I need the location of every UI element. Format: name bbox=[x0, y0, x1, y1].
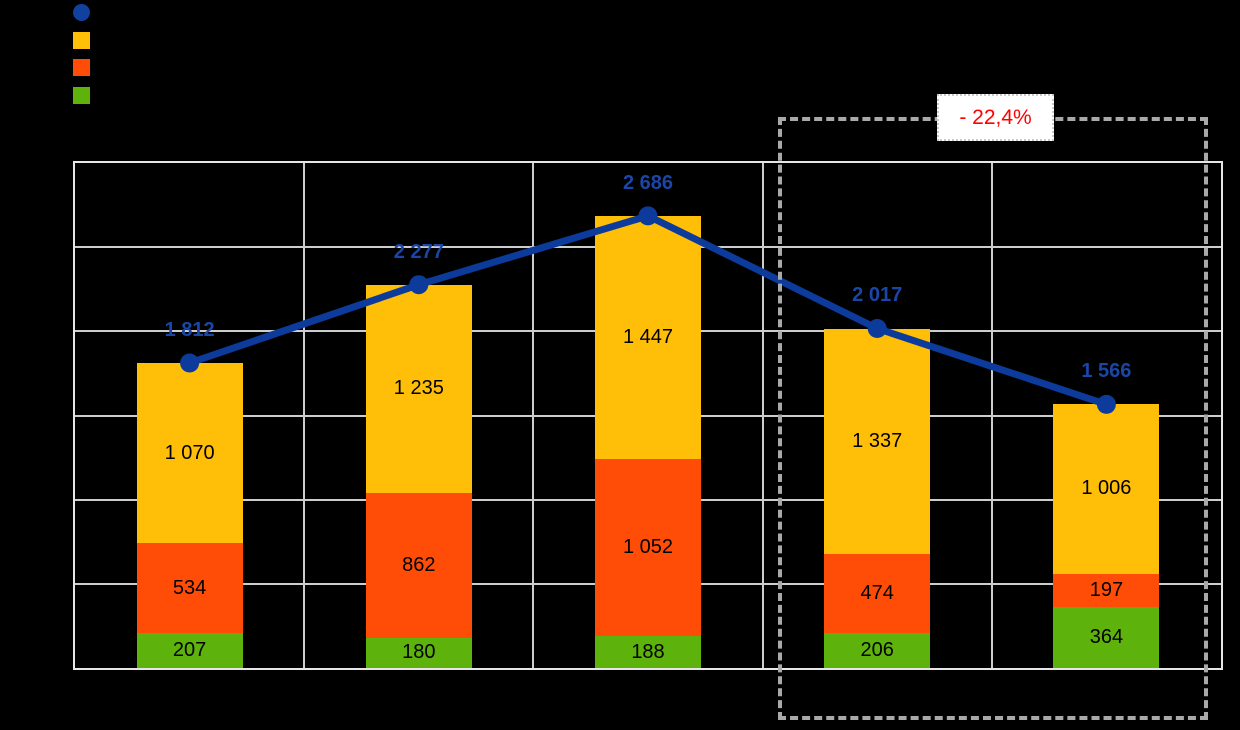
bar-value-label: 188 bbox=[631, 640, 665, 663]
gridline-vertical bbox=[990, 163, 993, 668]
bar-value-label: 1 052 bbox=[622, 536, 674, 559]
annotation-label: - 22,4% bbox=[937, 94, 1054, 141]
bar-value-label: 534 bbox=[172, 576, 207, 599]
bar-value-label: 207 bbox=[172, 639, 207, 662]
bar-segment-green-bottom-segment-1: 207 bbox=[136, 633, 243, 668]
bar-segment-orange-middle-segment-1: 534 bbox=[136, 543, 243, 634]
line-value-label: 2 686 bbox=[622, 171, 674, 194]
bar-value-label: 1 337 bbox=[852, 429, 903, 452]
chart-legend bbox=[0, 0, 300, 115]
bar-segment-green-bottom-segment-2: 180 bbox=[365, 637, 472, 668]
total-line bbox=[180, 206, 1116, 414]
line-marker-3 bbox=[638, 206, 658, 226]
series-green-legend-swatch bbox=[73, 87, 90, 104]
bar-segment-orange-middle-segment-2: 862 bbox=[365, 492, 472, 638]
bar-segment-orange-middle-segment-3: 1 052 bbox=[595, 459, 701, 637]
bar-segment-yellow-top-segment-5: 1 006 bbox=[1053, 404, 1160, 574]
bar-value-label: 862 bbox=[402, 553, 436, 576]
line-marker-2 bbox=[409, 275, 429, 295]
gridline-vertical bbox=[303, 163, 306, 668]
bar-segment-yellow-top-segment-1: 1 070 bbox=[136, 363, 243, 544]
line-value-label: 1 566 bbox=[1081, 360, 1132, 383]
bar-segment-green-bottom-segment-3: 188 bbox=[595, 636, 701, 668]
line-marker-1 bbox=[180, 353, 200, 373]
gridline-vertical bbox=[761, 163, 764, 668]
bar-value-label: 1 070 bbox=[164, 441, 215, 464]
line-marker-4 bbox=[867, 319, 887, 338]
bar-segment-orange-middle-segment-4: 474 bbox=[824, 553, 931, 634]
bar-value-label: 1 447 bbox=[622, 325, 674, 348]
bar-segment-yellow-top-segment-2: 1 235 bbox=[365, 284, 472, 493]
bar-segment-green-bottom-segment-4: 206 bbox=[824, 633, 931, 668]
bar-segment-green-bottom-segment-5: 364 bbox=[1053, 606, 1160, 668]
annotation-dashed-box bbox=[778, 117, 1208, 720]
bar-value-label: 180 bbox=[402, 641, 436, 664]
total-line-legend-swatch bbox=[73, 4, 90, 21]
bar-segment-orange-middle-segment-5: 197 bbox=[1053, 573, 1160, 607]
gridline-vertical bbox=[532, 163, 535, 668]
bar-segment-yellow-top-segment-3: 1 447 bbox=[595, 215, 701, 460]
bar-value-label: 364 bbox=[1089, 625, 1124, 648]
line-value-label: 1 812 bbox=[164, 318, 215, 341]
line-marker-5 bbox=[1096, 394, 1116, 414]
line-value-label: 2 017 bbox=[852, 284, 903, 307]
plot-area: 207 534 1 070 180 862 1 235 188 1 052 1 447 206 47… bbox=[73, 161, 1223, 670]
bar-segment-yellow-top-segment-4: 1 337 bbox=[824, 328, 931, 554]
bar-value-label: 197 bbox=[1089, 578, 1124, 601]
bar-value-label: 474 bbox=[860, 581, 894, 604]
bar-value-label: 1 006 bbox=[1081, 477, 1132, 500]
bar-value-label: 206 bbox=[860, 639, 894, 662]
bar-value-label: 1 235 bbox=[393, 377, 444, 400]
series-orange-legend-swatch bbox=[73, 59, 90, 76]
line-value-label: 2 277 bbox=[393, 240, 444, 263]
series-yellow-legend-swatch bbox=[73, 32, 90, 49]
